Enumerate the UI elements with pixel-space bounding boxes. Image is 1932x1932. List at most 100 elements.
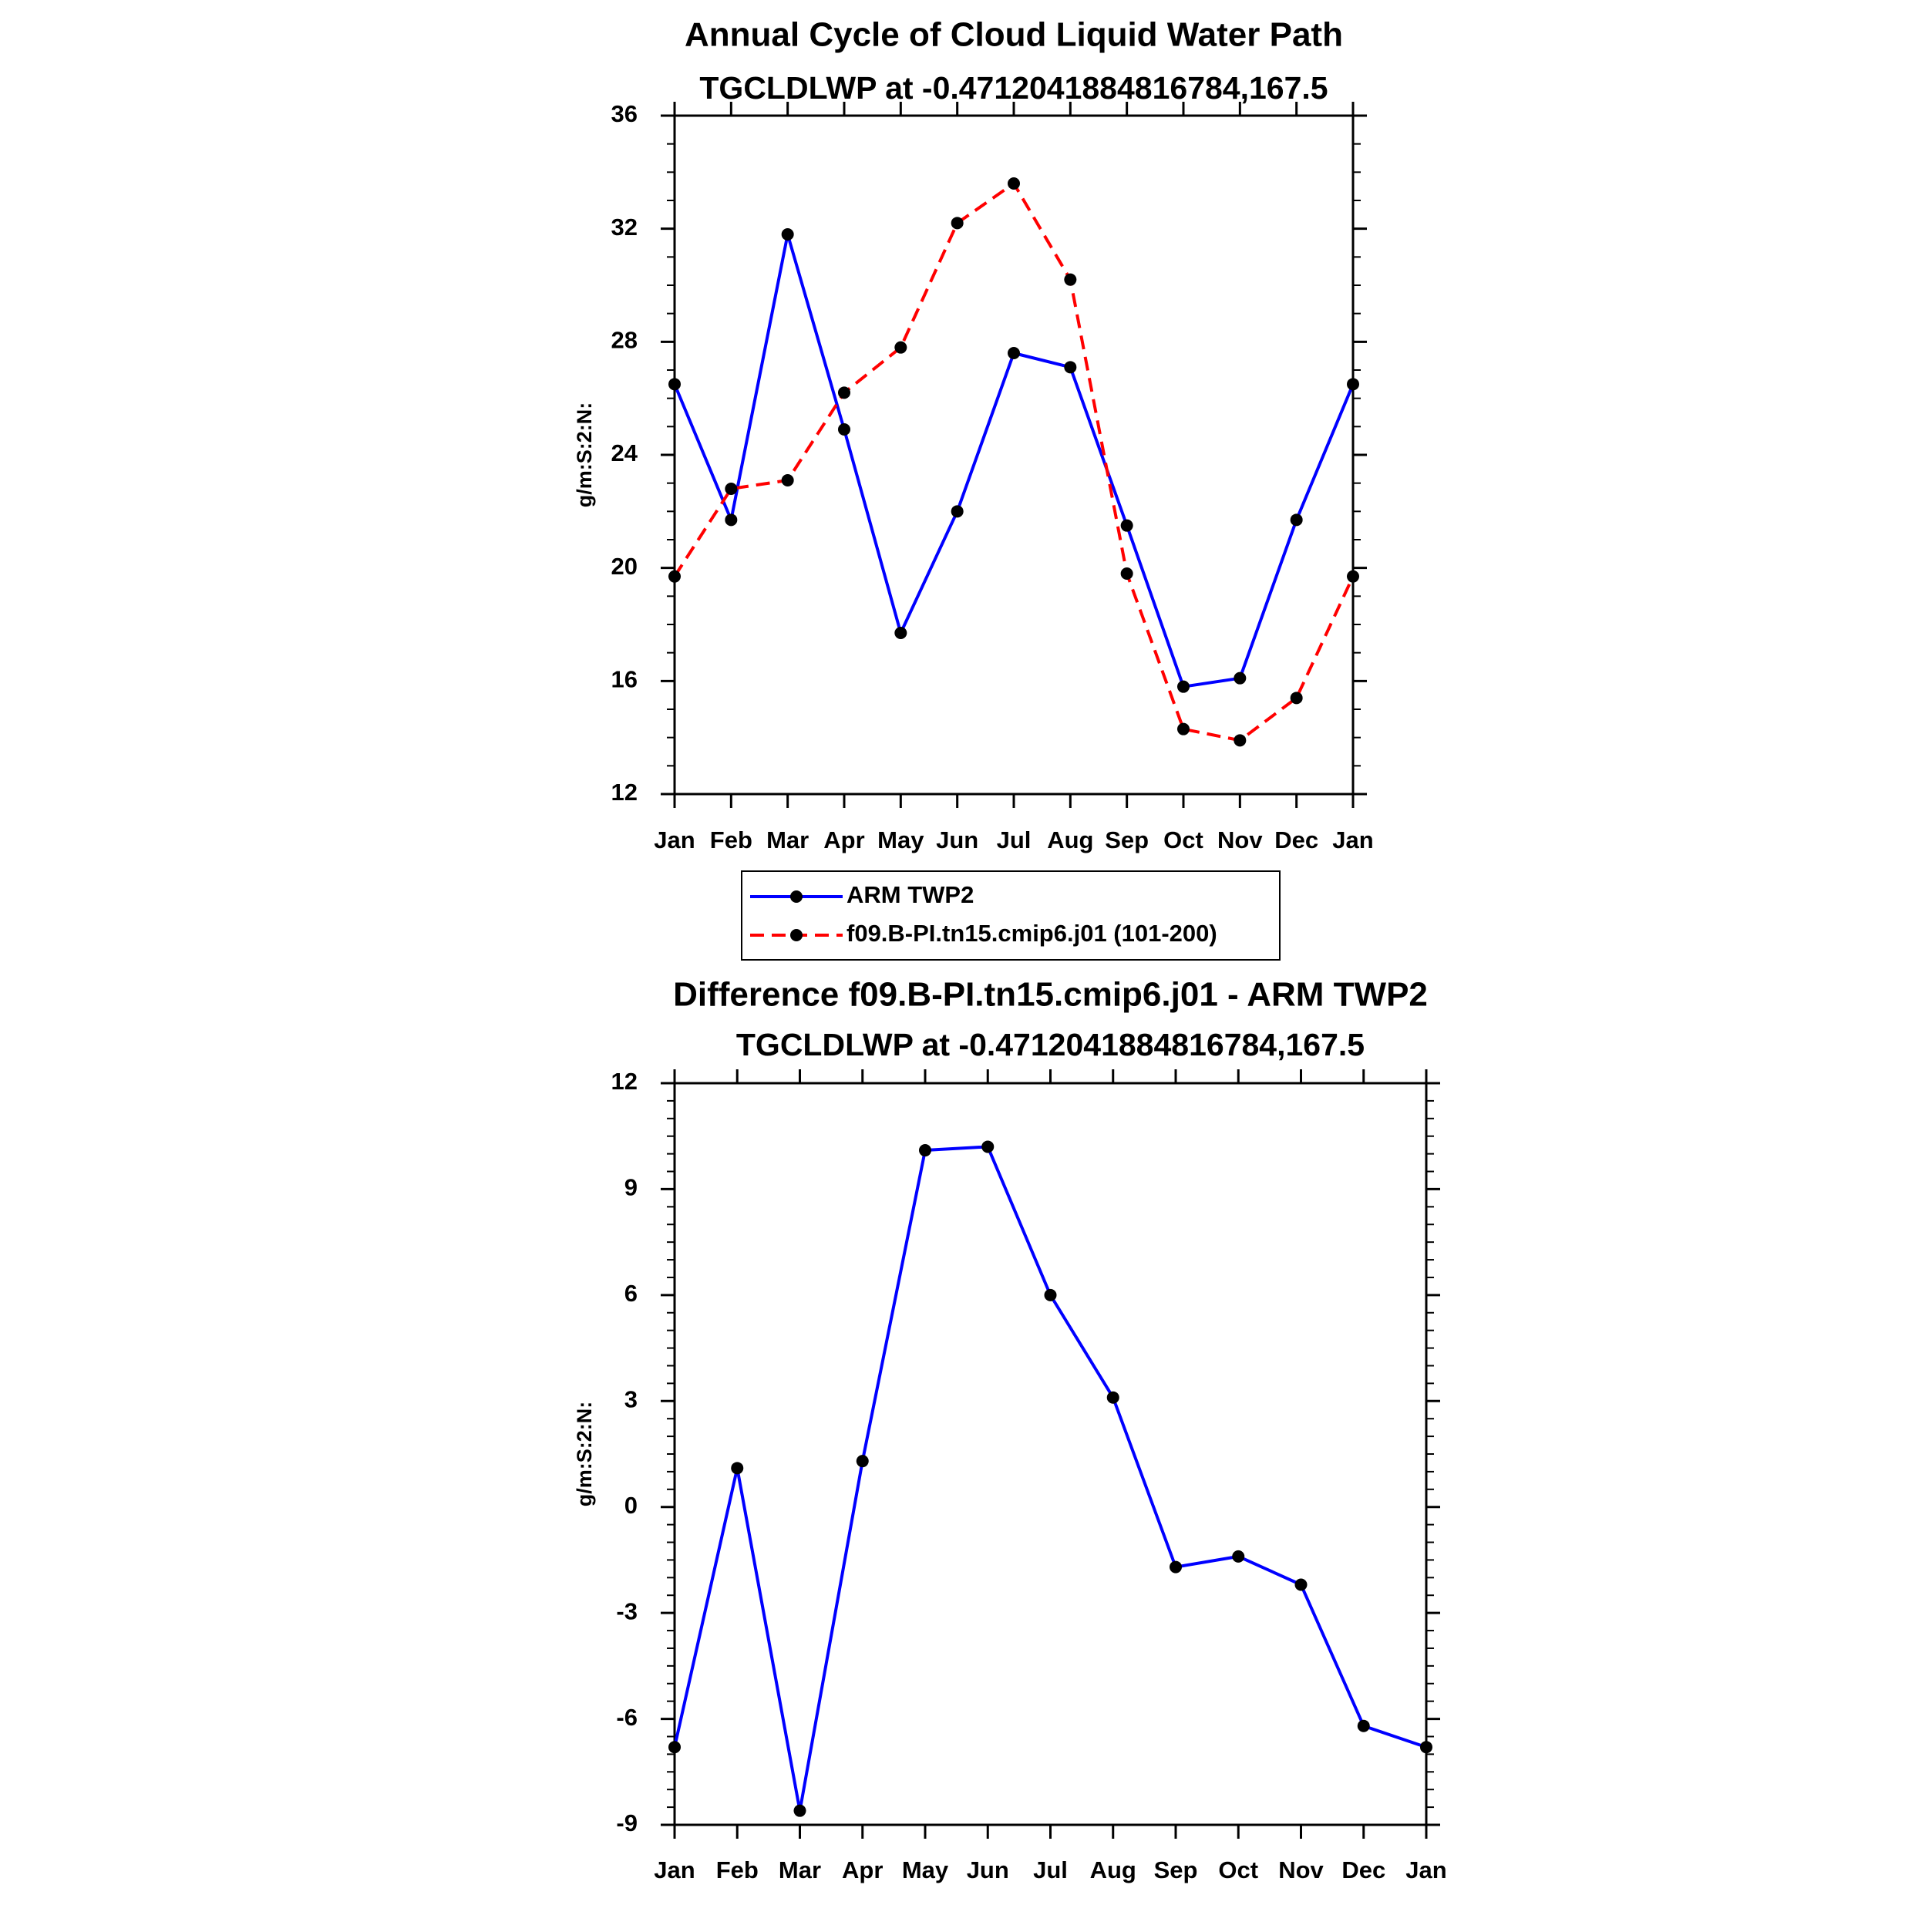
data-point xyxy=(1294,1578,1308,1591)
data-point xyxy=(919,1144,931,1157)
x-tick-label: Dec xyxy=(1274,826,1318,853)
data-point xyxy=(1232,1550,1245,1563)
data-point xyxy=(1008,177,1020,190)
chart-title: Difference f09.B-PI.tn15.cmip6.j01 - ARM… xyxy=(673,976,1428,1014)
data-point xyxy=(981,1140,995,1153)
data-point xyxy=(838,423,850,436)
x-tick-label: Apr xyxy=(842,1856,883,1883)
y-tick-label: 0 xyxy=(624,1492,638,1519)
y-tick-label: 28 xyxy=(611,327,638,354)
x-tick-label: Jun xyxy=(967,1856,1009,1883)
x-tick-label: Jan xyxy=(654,826,695,853)
series-line-1 xyxy=(673,233,1355,688)
data-point xyxy=(1064,273,1077,286)
chart-2: Difference f09.B-PI.tn15.cmip6.j01 - ARM… xyxy=(573,976,1447,1884)
x-tick-label: May xyxy=(877,826,924,853)
data-point xyxy=(725,513,738,527)
x-tick-label: Jul xyxy=(1033,1856,1068,1883)
x-tick-label: Feb xyxy=(710,826,752,853)
chart-1: Annual Cycle of Cloud Liquid Water Path T… xyxy=(573,16,1374,961)
series-line-1 xyxy=(673,1145,1427,1813)
data-point xyxy=(1234,734,1247,747)
data-point xyxy=(1357,1719,1370,1732)
legend-marker xyxy=(790,890,803,903)
data-point xyxy=(951,217,964,230)
series-line-2 xyxy=(673,182,1355,742)
x-tick-label: Jan xyxy=(1332,826,1373,853)
data-point xyxy=(1177,722,1190,735)
data-point xyxy=(1008,347,1020,359)
legend: ARM TWP2 f09.B-PI.tn15.cmip6.j01 (101-200… xyxy=(741,870,1281,961)
data-point xyxy=(1170,1560,1182,1574)
y-tick-label: 12 xyxy=(611,1068,638,1095)
data-point xyxy=(1106,1391,1119,1404)
data-point xyxy=(668,1741,681,1754)
x-tick-label: Sep xyxy=(1105,826,1149,853)
x-tick-label: Feb xyxy=(716,1856,759,1883)
plot-frame xyxy=(673,1082,1428,1826)
data-point xyxy=(1120,567,1133,580)
data-point xyxy=(1234,671,1247,685)
y-tick-label: 6 xyxy=(624,1280,638,1307)
x-tick-label: Aug xyxy=(1047,826,1093,853)
data-point xyxy=(838,386,850,399)
data-point xyxy=(951,505,964,518)
data-point xyxy=(894,627,907,639)
data-point xyxy=(1290,692,1303,705)
data-point xyxy=(725,483,738,495)
y-tick-label: 9 xyxy=(624,1174,638,1201)
x-tick-label: Jun xyxy=(936,826,978,853)
data-point xyxy=(1290,513,1303,527)
legend-box xyxy=(741,870,1281,961)
data-point xyxy=(781,474,794,486)
y-axis-label: g/m:S:2:N: xyxy=(573,1402,596,1507)
data-point xyxy=(731,1462,744,1475)
x-tick-label: Nov xyxy=(1217,826,1263,853)
legend-label-2: f09.B-PI.tn15.cmip6.j01 (101-200) xyxy=(847,920,1217,947)
y-tick-label: -6 xyxy=(616,1704,638,1731)
chart-subtitle: TGCLDLWP at -0.4712041884816784,167.5 xyxy=(736,1027,1365,1062)
plot-frame xyxy=(673,114,1355,796)
y-tick-label: 3 xyxy=(624,1385,638,1412)
y-tick-label: -9 xyxy=(616,1809,638,1836)
y-tick-label: 32 xyxy=(611,214,638,241)
data-point xyxy=(856,1455,869,1468)
data-point xyxy=(668,570,681,583)
x-tick-label: May xyxy=(902,1856,949,1883)
y-tick-label: 20 xyxy=(611,553,638,580)
x-tick-label: Sep xyxy=(1154,1856,1198,1883)
y-axis-label: g/m:S:2:N: xyxy=(573,402,596,508)
y-tick-label: 16 xyxy=(611,666,638,693)
data-point xyxy=(1177,680,1190,693)
x-tick-label: Oct xyxy=(1218,1856,1258,1883)
y-tick-label: 12 xyxy=(611,779,638,806)
x-tick-label: Mar xyxy=(779,1856,821,1883)
data-point xyxy=(1064,361,1077,374)
data-point xyxy=(894,341,907,354)
legend-label-1: ARM TWP2 xyxy=(847,881,974,908)
x-tick-label: Jul xyxy=(997,826,1032,853)
data-point xyxy=(1120,519,1133,532)
y-tick-label: 24 xyxy=(611,439,638,466)
legend-marker xyxy=(790,929,803,941)
x-tick-label: Aug xyxy=(1090,1856,1136,1883)
x-tick-label: Jan xyxy=(654,1856,695,1883)
y-tick-label: -3 xyxy=(616,1597,638,1624)
x-tick-label: Dec xyxy=(1341,1856,1385,1883)
data-point xyxy=(1347,378,1359,391)
chart-subtitle: TGCLDLWP at -0.4712041884816784,167.5 xyxy=(699,70,1328,106)
data-point xyxy=(1044,1288,1057,1301)
x-tick-label: Mar xyxy=(766,826,809,853)
data-point xyxy=(1347,570,1359,583)
data-point xyxy=(793,1804,806,1817)
data-point xyxy=(1420,1741,1432,1754)
y-tick-label: 36 xyxy=(611,100,638,127)
data-point xyxy=(781,228,794,241)
x-tick-label: Nov xyxy=(1278,1856,1324,1883)
x-tick-label: Oct xyxy=(1163,826,1203,853)
chart-title: Annual Cycle of Cloud Liquid Water Path xyxy=(685,16,1343,54)
data-point xyxy=(668,378,681,391)
x-tick-label: Jan xyxy=(1405,1856,1446,1883)
x-tick-label: Apr xyxy=(823,826,864,853)
